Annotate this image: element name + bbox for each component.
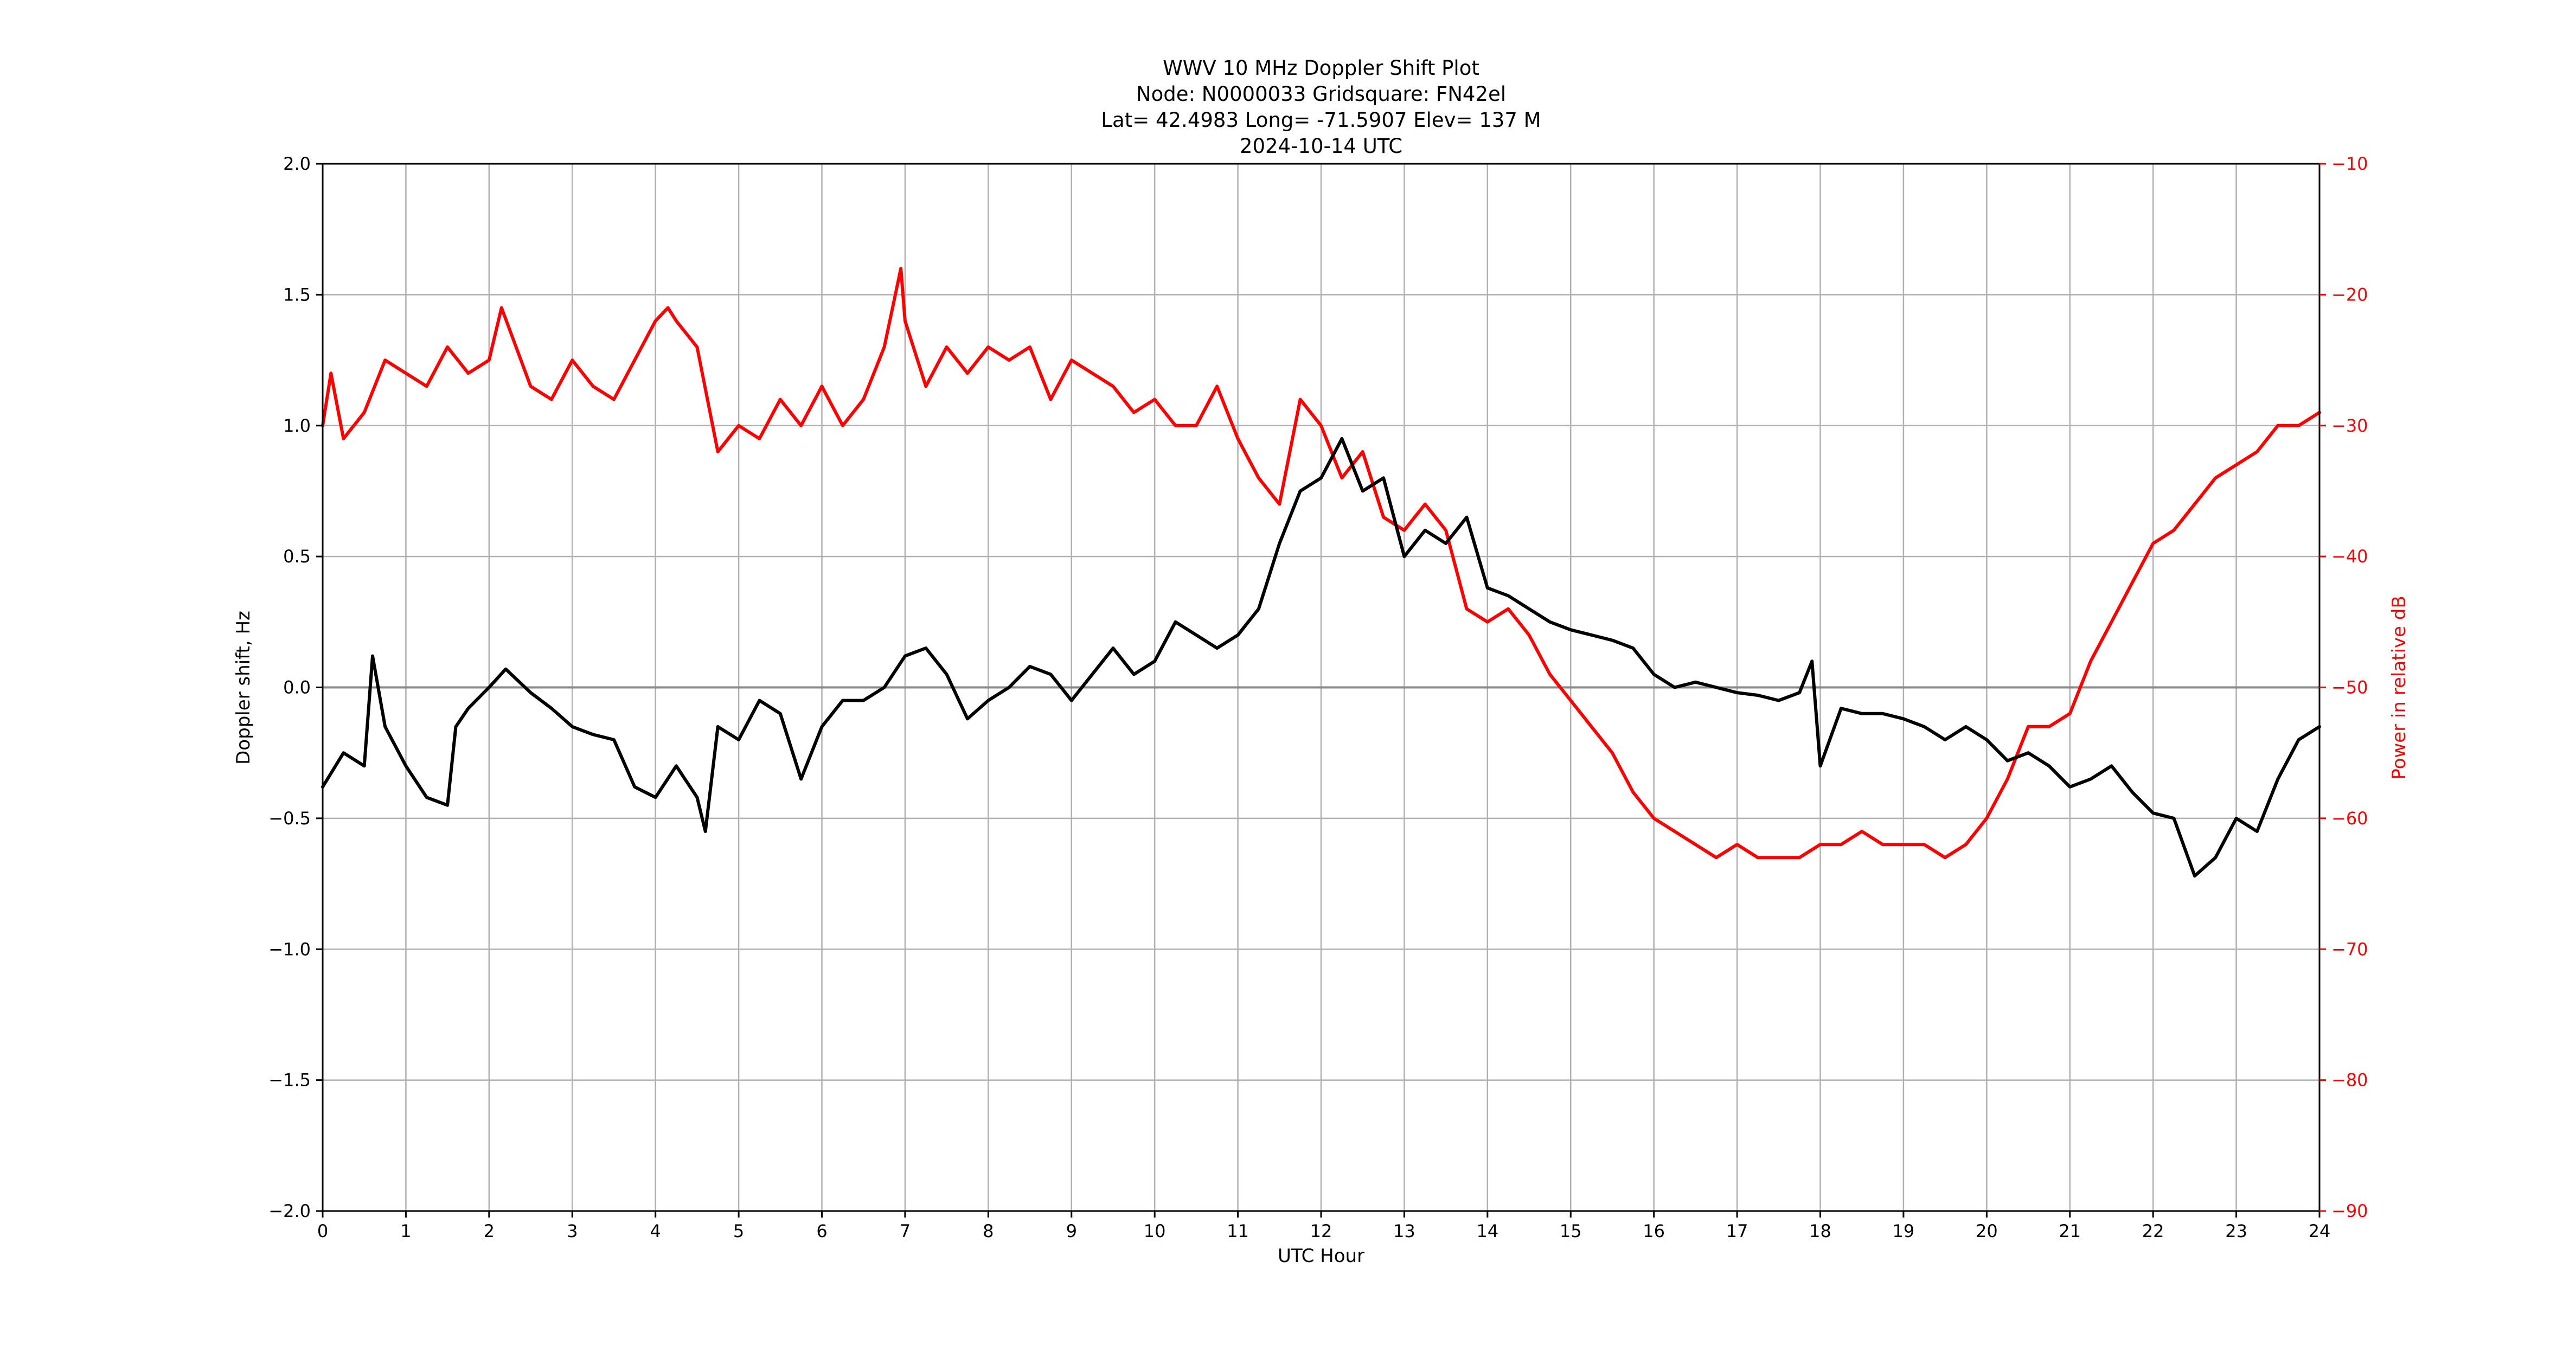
y-tick-label-3: −0.5 [268,808,311,829]
x-tick-label-3: 3 [567,1221,578,1241]
x-tick-label-22: 22 [2142,1221,2164,1241]
title-line-2: Node: N0000033 Gridsquare: FN42el [1136,82,1506,106]
x-tick-label-23: 23 [2225,1221,2247,1241]
x-tick-label-5: 5 [733,1221,744,1241]
y-tick-label-0: −2.0 [268,1201,311,1221]
left-y-axis-ticks: −2.0 −1.5 −1.0 −0.5 0.0 0.5 1.0 1.5 2.0 [268,153,323,1221]
title-line-1: WWV 10 MHz Doppler Shift Plot [1163,56,1479,80]
x-tick-label-1: 1 [400,1221,411,1241]
y2-axis-label: Power in relative dB [2388,595,2410,779]
x-tick-label-8: 8 [983,1221,994,1241]
right-y-axis-ticks: −90 −80 −70 −60 −50 −40 −30 −20 −10 [2319,153,2368,1221]
x-tick-label-20: 20 [1976,1221,1998,1241]
series-layer [321,267,2321,878]
x-tick-label-9: 9 [1066,1221,1077,1241]
x-tick-label-17: 17 [1726,1221,1748,1241]
y-axis-label: Doppler shift, Hz [233,611,254,765]
y2-tick-label-4: −50 [2331,677,2368,698]
y2-tick-label-6: −30 [2331,415,2368,436]
x-tick-label-7: 7 [900,1221,911,1241]
x-tick-label-0: 0 [317,1221,328,1241]
x-tick-label-13: 13 [1393,1221,1415,1241]
y-tick-label-6: 1.0 [283,415,311,436]
chart-title: WWV 10 MHz Doppler Shift Plot Node: N000… [1101,56,1541,158]
y2-tick-label-1: −80 [2331,1070,2368,1091]
x-tick-label-2: 2 [484,1221,495,1241]
x-axis-label: UTC Hour [1278,1245,1364,1267]
title-line-3: Lat= 42.4983 Long= -71.5907 Elev= 137 M [1101,108,1541,132]
y-tick-label-2: −1.0 [268,939,311,959]
y2-tick-label-3: −60 [2331,808,2368,829]
power-series-line [321,267,2321,860]
x-tick-label-10: 10 [1144,1221,1166,1241]
x-tick-label-24: 24 [2309,1221,2331,1241]
y-tick-label-7: 1.5 [283,284,311,305]
y-tick-label-8: 2.0 [283,153,311,174]
title-line-4: 2024-10-14 UTC [1240,134,1402,158]
x-tick-label-4: 4 [650,1221,661,1241]
x-tick-label-12: 12 [1310,1221,1332,1241]
x-tick-label-21: 21 [2059,1221,2081,1241]
y2-tick-label-8: −10 [2331,153,2368,174]
y-tick-label-1: −1.5 [268,1070,311,1091]
x-axis-ticks: 0 1 2 3 4 5 6 7 8 9 10 11 12 13 14 15 16 17 18 19 20 21 22 23 24 [317,1211,2331,1241]
x-tick-label-16: 16 [1643,1221,1665,1241]
x-tick-label-19: 19 [1893,1221,1915,1241]
x-tick-label-14: 14 [1476,1221,1498,1241]
x-tick-label-11: 11 [1227,1221,1249,1241]
y-tick-label-4: 0.0 [283,677,311,698]
x-tick-label-6: 6 [816,1221,827,1241]
y-tick-label-5: 0.5 [283,546,311,567]
x-tick-label-15: 15 [1560,1221,1582,1241]
y2-tick-label-2: −70 [2331,939,2368,959]
y2-tick-label-0: −90 [2331,1201,2368,1221]
doppler-series-line [321,437,2321,878]
x-tick-label-18: 18 [1809,1221,1831,1241]
y2-tick-label-5: −40 [2331,546,2368,567]
y2-tick-label-7: −20 [2331,284,2368,305]
